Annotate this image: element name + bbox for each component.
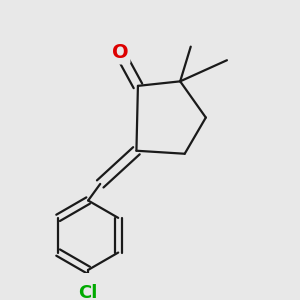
Text: O: O <box>112 43 128 62</box>
Text: Cl: Cl <box>79 284 98 300</box>
